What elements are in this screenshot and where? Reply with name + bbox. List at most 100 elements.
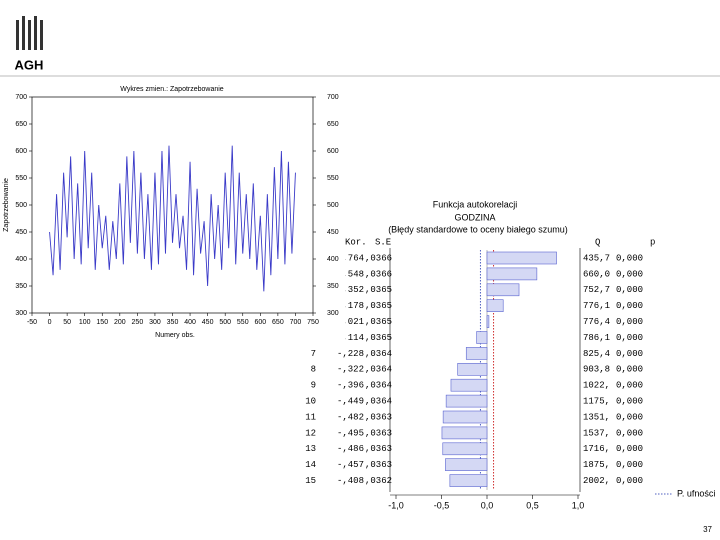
se-label: ,0362 [365, 476, 392, 486]
q-label: 1537, [583, 428, 610, 438]
q-label: 2002, [583, 476, 610, 486]
lag-label: 12 [305, 428, 316, 438]
se-label: ,0364 [365, 365, 392, 375]
p-label: 0,000 [616, 317, 643, 327]
x-tick-label: 250 [132, 319, 144, 326]
bar [465, 347, 488, 360]
panel-bg [295, 195, 720, 517]
y2-tick-label: 500 [327, 202, 339, 209]
p-label: 0,000 [616, 333, 643, 343]
y2-tick-label: 300 [327, 310, 339, 317]
p-label: 0,000 [616, 396, 643, 406]
p-label: 0,000 [616, 412, 643, 422]
x-tick-label: -0,5 [434, 500, 450, 510]
logo-text: AGH [15, 57, 44, 72]
y2-tick-label: 600 [327, 148, 339, 155]
bar [486, 251, 557, 265]
corr-label: ,021 [342, 317, 364, 327]
x-tick-label: 50 [63, 319, 71, 326]
y-tick-label: 450 [15, 229, 27, 236]
se-label: ,0364 [365, 396, 392, 406]
data-line [49, 145, 296, 292]
q-label: 1716, [583, 444, 610, 454]
p-label: 0,000 [616, 460, 643, 470]
chart-note: (Błędy standardowe to oceny białego szum… [388, 224, 568, 234]
p-label: 0,000 [616, 349, 643, 359]
p-label: 0,000 [616, 269, 643, 279]
x-tick-label: 0,0 [481, 500, 494, 510]
lag-label: 14 [305, 460, 316, 470]
p-label: 0,000 [616, 381, 643, 391]
bar [486, 267, 538, 281]
column-header: p [650, 237, 655, 247]
logo-bar [34, 16, 37, 50]
x-tick-label: 150 [96, 319, 108, 326]
x-tick-label: 0 [48, 319, 52, 326]
bar [450, 378, 488, 392]
corr-label: -,396 [337, 381, 364, 391]
line-panel: Wykres zmien.: Zapotrzebowanie Numery obs… [0, 84, 345, 342]
y2-tick-label: 550 [327, 175, 339, 182]
corr-label: -,457 [337, 460, 364, 470]
se-label: ,0363 [365, 412, 392, 422]
logo-bar [22, 16, 25, 50]
chart-title: Wykres zmien.: Zapotrzebowanie [120, 86, 224, 93]
lag-label: 9 [311, 381, 316, 391]
se-label: ,0364 [365, 349, 392, 359]
column-header: Q [595, 237, 600, 247]
bar [445, 394, 488, 408]
bar [442, 410, 488, 424]
corr-label: ,352 [342, 285, 364, 295]
corr-label: -,114 [337, 333, 364, 343]
lag-label: 10 [305, 396, 316, 406]
bar [486, 299, 504, 313]
y-tick-label: 350 [15, 283, 27, 290]
q-label: 903,8 [583, 365, 610, 375]
legend-label: P. ufności [677, 488, 715, 498]
y-axis-label: Zapotrzebowanie [3, 178, 10, 232]
page-number: 37 [703, 525, 712, 534]
se-label: ,0366 [365, 269, 392, 279]
x-tick-label: -1,0 [388, 500, 404, 510]
logo: AGH [15, 16, 44, 72]
q-label: 1022, [583, 381, 610, 391]
p-label: 0,000 [616, 301, 643, 311]
p-label: 0,000 [616, 253, 643, 263]
q-label: 776,4 [583, 317, 610, 327]
corr-label: -,449 [337, 396, 364, 406]
x-tick-label: -50 [27, 319, 37, 326]
se-label: ,0363 [365, 460, 392, 470]
q-label: 1175, [583, 396, 610, 406]
y-tick-label: 650 [15, 121, 27, 128]
p-label: 0,000 [616, 476, 643, 486]
lag-label: 8 [311, 365, 316, 375]
acf-panel: Funkcja autokorelacji GODZINA (Błędy stand… [295, 195, 720, 517]
bar [476, 331, 488, 344]
corr-label: -,486 [337, 444, 364, 454]
x-tick-label: 450 [202, 319, 214, 326]
bar [486, 315, 490, 328]
y2-tick-label: 700 [327, 94, 339, 101]
y-tick-label: 500 [15, 202, 27, 209]
x-tick-label: 700 [290, 319, 302, 326]
x-tick-label: 350 [167, 319, 179, 326]
x-tick-label: 0,5 [526, 500, 539, 510]
se-label: ,0363 [365, 444, 392, 454]
y-tick-label: 600 [15, 148, 27, 155]
bar [442, 442, 488, 456]
corr-label: ,548 [342, 269, 364, 279]
x-tick-label: 550 [237, 319, 249, 326]
chart-subtitle: GODZINA [454, 212, 495, 222]
y-tick-label: 700 [15, 94, 27, 101]
corr-label: ,764 [342, 253, 364, 263]
x-tick-label: 200 [114, 319, 126, 326]
se-label: ,0365 [365, 317, 392, 327]
x-tick-label: 500 [219, 319, 231, 326]
bar [457, 362, 488, 376]
x-axis-label: Numery obs. [155, 332, 195, 339]
lag-label: 13 [305, 444, 316, 454]
corr-label: -,482 [337, 412, 364, 422]
y2-tick-label: 650 [327, 121, 339, 128]
logo-bar [16, 20, 19, 50]
